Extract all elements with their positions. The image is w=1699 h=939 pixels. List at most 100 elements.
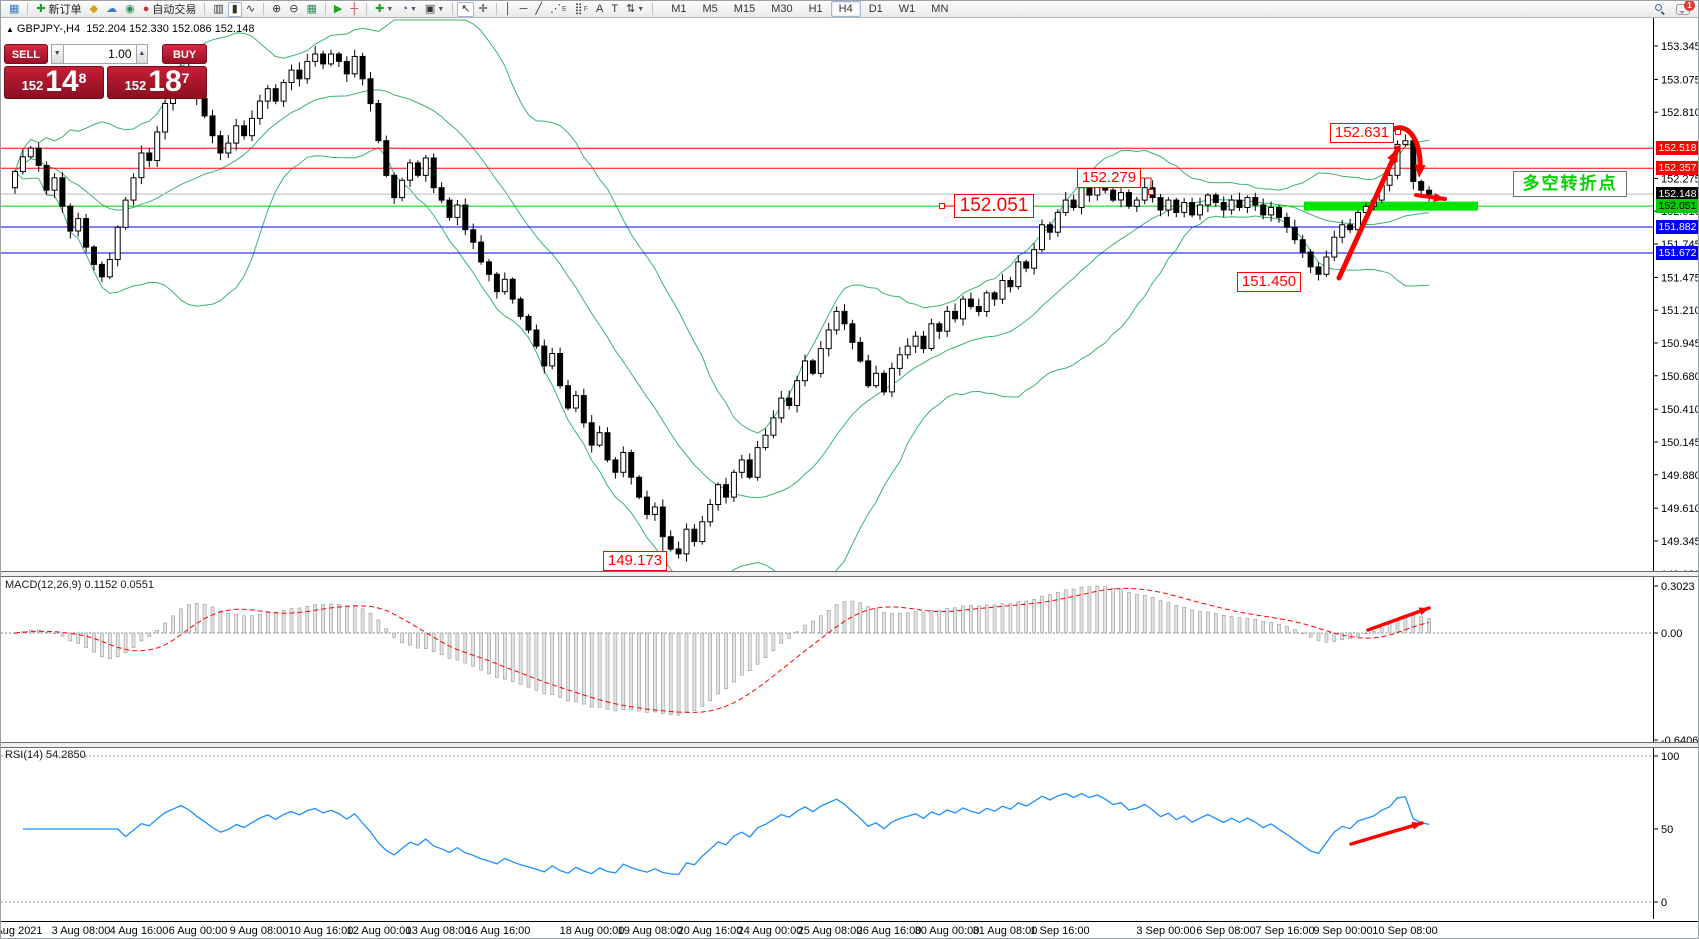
periods-menu-button[interactable]: ◔ ▼ — [397, 2, 421, 17]
candle — [43, 164, 50, 191]
volume-increase-button[interactable]: ▲ — [135, 44, 149, 64]
note-bull-bear-turning-point[interactable]: 多空转折点 — [1513, 171, 1627, 197]
candlesticks — [12, 46, 1433, 563]
main-chart-canvas[interactable]: 153.345153.075152.810152.275152.010151.7… — [1, 18, 1699, 572]
candle — [565, 385, 571, 409]
line-chart-type-glyph: ∿ — [245, 2, 256, 15]
candle — [1386, 174, 1393, 186]
text-label-tool-button[interactable]: T — [607, 2, 622, 17]
price-note-149173[interactable]: 149.173 — [603, 551, 667, 571]
candle — [375, 103, 382, 142]
reversal-hook-arrow[interactable] — [1389, 125, 1423, 174]
chart-window-icon[interactable]: ▦ — [5, 2, 23, 17]
chart-shift-button[interactable]: ┼ — [346, 2, 362, 17]
templates-menu-button[interactable]: ▣ ▼ — [421, 2, 448, 17]
candle — [438, 187, 445, 201]
timeframe-button-m1[interactable]: M1 — [671, 3, 687, 15]
vertical-line-tool-glyph: │ — [504, 2, 512, 15]
fibonacci-tool-button[interactable]: ⣿ F — [571, 2, 592, 17]
timeframe-button-h1[interactable]: H1 — [808, 3, 823, 15]
indicators-menu-button[interactable]: ✚ ▼ — [371, 2, 397, 17]
price-note-152631[interactable]: 152.631 — [1330, 123, 1394, 143]
price-level-label-152.051: 152.051 — [1656, 199, 1698, 214]
cursor-tool-glyph: ↖ — [461, 2, 471, 15]
price-note-152051-anchor[interactable] — [939, 203, 945, 209]
sell-button[interactable]: SELL — [4, 44, 48, 64]
candle — [217, 135, 224, 154]
time-axis-label: 6 Sep 08:00 — [1196, 925, 1256, 937]
vertical-line-tool-button[interactable]: │ — [501, 2, 516, 17]
zoom-out-button[interactable]: ⊖ — [285, 2, 302, 17]
timeframe-button-w1[interactable]: W1 — [898, 3, 916, 15]
buy-button[interactable]: BUY — [162, 44, 207, 64]
candle — [233, 125, 240, 144]
bar-chart-type-button[interactable]: ▥ — [209, 2, 227, 17]
candlestick-chart-type-button[interactable]: ▮ — [227, 1, 242, 17]
price-note-152279-anchor[interactable] — [1148, 189, 1154, 195]
time-axis-label: 10 Aug 16:00 — [288, 925, 354, 937]
time-axis-label: 3 Sep 00:00 — [1136, 925, 1196, 937]
price-note-152051[interactable]: 152.051 — [954, 194, 1034, 218]
rsi-line — [22, 792, 1430, 876]
candle — [35, 147, 42, 166]
price-note-152279[interactable]: 152.279 — [1077, 168, 1141, 188]
timeframe-button-d1[interactable]: D1 — [868, 3, 883, 15]
candle — [707, 504, 714, 523]
timeframe-button-m30[interactable]: M30 — [771, 3, 793, 15]
zoom-in-button[interactable]: ⊕ — [268, 2, 285, 17]
macd-up-arrow[interactable] — [1366, 606, 1431, 632]
panel-divider-macd[interactable] — [1, 571, 1698, 577]
tile-windows-button[interactable]: ▦ — [302, 2, 320, 17]
time-axis[interactable]: Aug 2021 3 Aug 08:00 4 Aug 16:00 6 Aug 00:0… — [1, 921, 1698, 938]
price-note-152631-anchor[interactable] — [1395, 129, 1401, 135]
candle — [1039, 224, 1045, 251]
market-watch-icon[interactable]: ☁ — [102, 2, 121, 17]
trendline-tool-button[interactable]: ╱ — [531, 2, 546, 17]
candle — [794, 380, 801, 406]
arrowhead — [1411, 821, 1422, 830]
signals-icon[interactable]: ◉ — [121, 2, 139, 17]
equidistant-channel-tool-button[interactable]: ⋰ E — [546, 2, 571, 17]
support-highlight-bar[interactable] — [1304, 201, 1478, 211]
arrows-tool-button[interactable]: ⇅ ▼ — [622, 2, 648, 17]
bid-price-point: 8 — [78, 70, 87, 86]
rsi-panel-canvas[interactable]: 100 50 0 — [1, 747, 1699, 919]
horizontal-line-tool-button[interactable]: ─ — [516, 2, 532, 17]
text-tool-button[interactable]: A — [592, 2, 607, 17]
time-axis-label: 12 Aug 00:00 — [346, 925, 412, 937]
candle — [675, 548, 682, 555]
history-center-icon[interactable]: ◆ — [86, 2, 102, 17]
crosshair-tool-button[interactable]: ✛ — [474, 2, 491, 17]
candle — [422, 157, 429, 176]
time-axis-label: 18 Aug 00:00 — [559, 925, 625, 937]
timeframe-button-mn[interactable]: MN — [931, 3, 949, 15]
new-order-button[interactable]: ✚ 新订单 — [32, 2, 85, 17]
trend-up-arrow[interactable] — [1336, 145, 1401, 281]
search-icon[interactable] — [1655, 3, 1666, 15]
macd-panel-canvas[interactable]: 0.3023 0.00 -0.6406 — [1, 577, 1699, 742]
notifications-icon[interactable]: 1 — [1676, 1, 1695, 15]
candle — [683, 528, 690, 555]
panel-divider-rsi[interactable] — [1, 742, 1698, 748]
price-axis-border[interactable] — [1653, 18, 1654, 919]
volume-input[interactable] — [63, 44, 136, 64]
candle — [644, 496, 650, 515]
autotrading-button[interactable]: ● 自动交易 — [139, 2, 201, 17]
bid-price-display[interactable]: 152 14 8 — [4, 66, 104, 99]
ask-price-display[interactable]: 152 18 7 — [107, 66, 207, 99]
timeframe-button-h4[interactable]: H4 — [830, 1, 861, 17]
candle — [59, 177, 66, 207]
cursor-tool-button[interactable]: ↖ — [457, 1, 475, 17]
toolbar-separator — [324, 3, 326, 15]
price-level-label-151.882: 151.882 — [1656, 220, 1698, 235]
timeframe-button-m5[interactable]: M5 — [702, 3, 718, 15]
timeframe-button-m15[interactable]: M15 — [733, 3, 756, 15]
auto-scroll-button[interactable]: ▶ — [330, 2, 346, 17]
candle — [454, 204, 461, 218]
line-chart-type-button[interactable]: ∿ — [242, 2, 259, 17]
volume-decrease-button[interactable]: ▼ — [50, 44, 64, 64]
candle — [328, 53, 334, 65]
rsi-up-arrow[interactable] — [1349, 821, 1424, 846]
price-note-151450[interactable]: 151.450 — [1237, 272, 1301, 292]
candle — [12, 171, 18, 189]
